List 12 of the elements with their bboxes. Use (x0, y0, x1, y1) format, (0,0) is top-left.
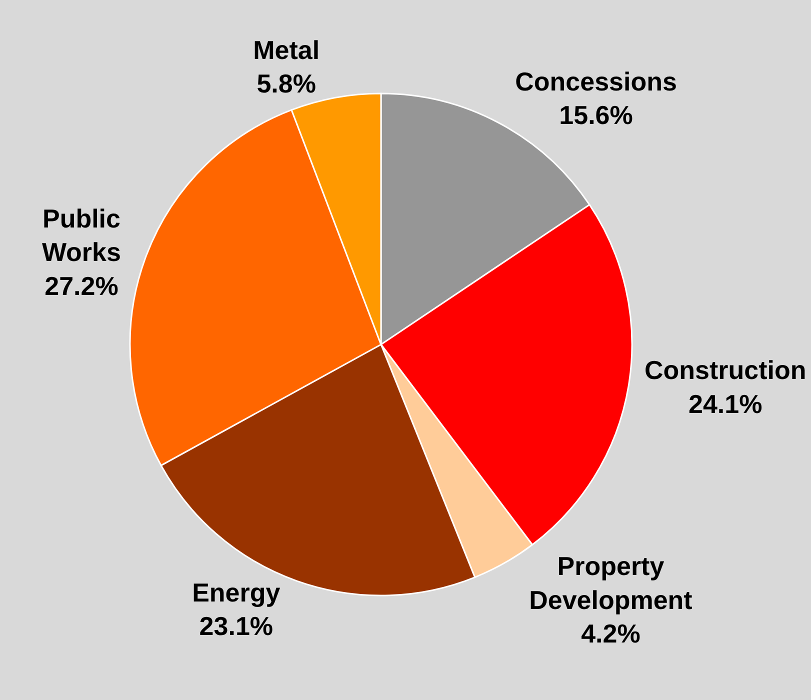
data-label: 4.2% (581, 618, 640, 649)
slice-label: Public Works (42, 203, 121, 268)
slice-label: Concessions (515, 66, 677, 96)
slice-label: Metal (253, 34, 320, 65)
slice-label: Construction (644, 355, 806, 386)
slice-label: Property Development (529, 551, 693, 615)
data-label: 23.1% (199, 611, 274, 642)
data-label: 5.8% (256, 68, 316, 99)
data-label: 27.2% (44, 271, 118, 301)
slice-label: Energy (192, 577, 281, 608)
data-label: 24.1% (688, 388, 762, 419)
data-label: 15.6% (559, 100, 633, 130)
